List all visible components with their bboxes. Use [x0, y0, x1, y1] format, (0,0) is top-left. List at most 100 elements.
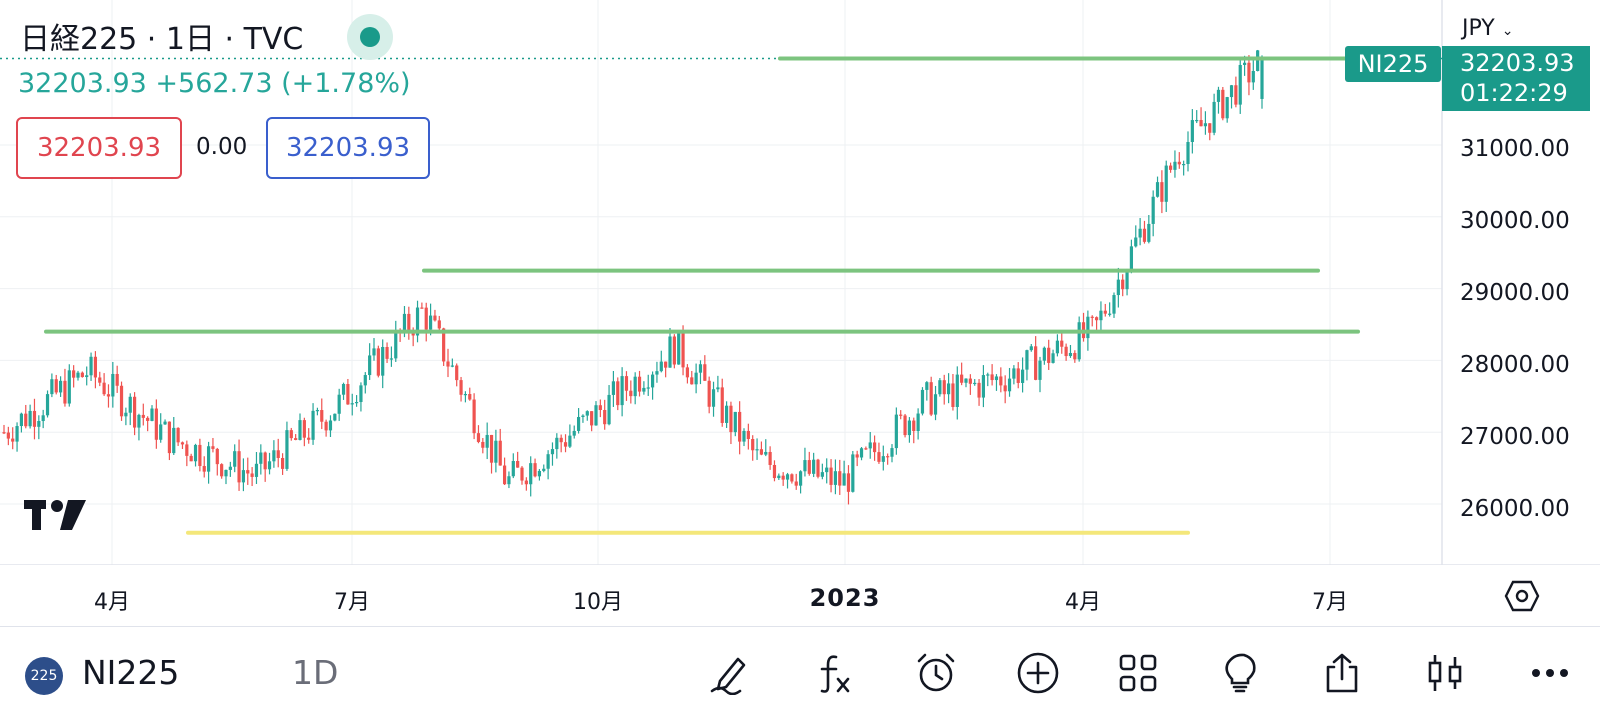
candle-body	[154, 408, 158, 440]
candle-body	[973, 382, 977, 385]
candle-body	[228, 466, 232, 470]
candle-body	[1086, 316, 1090, 339]
candle-body	[751, 439, 755, 451]
candle-body	[581, 415, 585, 417]
candle-body	[1060, 340, 1064, 347]
candle-body	[50, 379, 54, 395]
candle-body	[468, 394, 472, 400]
candle-body	[1029, 346, 1033, 351]
candle-body	[724, 405, 729, 423]
candle-body	[890, 448, 894, 457]
candle-body	[472, 399, 476, 434]
add-icon[interactable]	[1008, 643, 1068, 703]
more-icon[interactable]	[1520, 643, 1580, 703]
candle-body	[999, 376, 1003, 386]
candle-body	[146, 417, 150, 421]
candle-body	[1151, 196, 1155, 224]
candle-body	[633, 376, 637, 397]
candle-body	[1208, 123, 1212, 133]
candle-body	[489, 434, 494, 463]
candle-body	[616, 381, 620, 406]
candle-body	[320, 410, 324, 422]
candle-body	[881, 456, 885, 462]
candle-body	[85, 375, 89, 378]
buy-price-button[interactable]: 32203.93	[266, 117, 430, 179]
alert-icon[interactable]	[906, 643, 966, 703]
symbol-search-button[interactable]: NI225	[82, 653, 180, 692]
candle-body	[376, 348, 380, 376]
candle-body	[1221, 89, 1225, 119]
candle-body	[851, 454, 855, 492]
currency-selector[interactable]: JPY ⌄	[1462, 16, 1513, 41]
interval-button[interactable]: 1D	[292, 653, 339, 692]
sell-price-button[interactable]: 32203.93	[16, 117, 182, 179]
candle-body	[1020, 369, 1025, 383]
candle-body	[650, 374, 655, 388]
candle-body	[41, 415, 45, 422]
candle-body	[916, 413, 920, 432]
candle-body	[76, 372, 80, 378]
chart-area[interactable]: 日経225 · 1日 · TVC 32203.93 +562.73 (+1.78…	[0, 0, 1600, 565]
candle-body	[946, 383, 951, 395]
candle-body	[576, 416, 581, 431]
candle-body	[755, 449, 759, 451]
candle-body	[742, 430, 746, 442]
candle-body	[537, 470, 542, 477]
candle-body	[294, 438, 298, 440]
candle-body	[1168, 165, 1173, 170]
share-icon[interactable]	[1312, 643, 1372, 703]
candle-body	[1173, 161, 1177, 170]
candle-body	[659, 361, 663, 372]
chart-settings-icon[interactable]	[1504, 580, 1540, 616]
draw-icon[interactable]	[700, 643, 760, 703]
candle-body	[964, 378, 968, 383]
candle-body	[433, 315, 437, 321]
chart-type-icon[interactable]	[1415, 643, 1475, 703]
candle-body	[607, 394, 611, 425]
candle-body	[1203, 123, 1208, 127]
candle-body	[124, 412, 128, 417]
candle-body	[80, 372, 84, 378]
candle-body	[254, 463, 259, 477]
candle-body	[590, 411, 594, 426]
candle-body	[637, 376, 642, 392]
market-status-icon[interactable]	[347, 14, 393, 60]
candle-body	[516, 461, 520, 468]
price-axis-label: 28000.00	[1460, 352, 1570, 378]
candle-body	[128, 396, 132, 413]
candle-body	[925, 382, 929, 390]
candle-body	[698, 364, 703, 373]
candle-body	[594, 405, 598, 426]
candle-body	[1012, 368, 1016, 379]
chart-title[interactable]: 日経225 · 1日 · TVC	[20, 22, 304, 57]
ideas-icon[interactable]	[1210, 643, 1270, 703]
candle-body	[764, 451, 768, 455]
indicators-icon[interactable]	[804, 643, 864, 703]
price-chart[interactable]	[0, 0, 1600, 565]
last-price: 32203.93	[1460, 49, 1575, 77]
candle-body	[502, 465, 507, 485]
candle-body	[372, 348, 376, 356]
candle-body	[977, 382, 981, 398]
candle-body	[1112, 295, 1116, 314]
candle-body	[246, 470, 250, 474]
candle-body	[424, 307, 428, 330]
candle-body	[738, 411, 742, 442]
candle-body	[920, 389, 925, 414]
candle-body	[785, 474, 790, 480]
candle-body	[363, 375, 367, 386]
candle-body	[655, 371, 659, 375]
candle-body	[1238, 64, 1242, 105]
candle-body	[1051, 353, 1055, 363]
candle-body	[189, 455, 193, 462]
candle-body	[1190, 120, 1194, 142]
candle-body	[986, 374, 990, 376]
candle-body	[777, 475, 781, 479]
candle-body	[115, 373, 119, 386]
candle-body	[202, 466, 206, 472]
candle-body	[98, 377, 102, 383]
layouts-icon[interactable]	[1108, 643, 1168, 703]
candle-body	[263, 452, 267, 470]
candle-body	[167, 421, 172, 454]
candle-body	[1064, 346, 1068, 357]
